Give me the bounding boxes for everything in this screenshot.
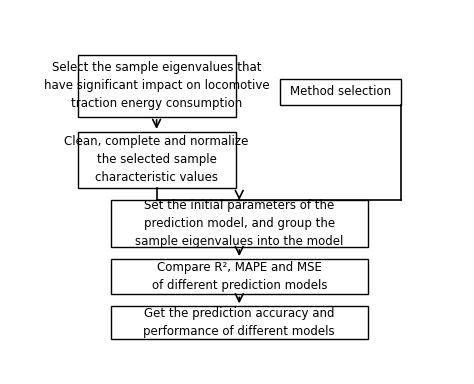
Text: Select the sample eigenvalues that
have significant impact on locomotive
tractio: Select the sample eigenvalues that have … bbox=[44, 61, 269, 111]
Text: Clean, complete and normalize
the selected sample
characteristic values: Clean, complete and normalize the select… bbox=[64, 136, 249, 184]
Bar bbox=[110, 306, 368, 339]
Text: Compare R², MAPE and MSE
of different prediction models: Compare R², MAPE and MSE of different pr… bbox=[152, 261, 327, 292]
Bar bbox=[78, 132, 236, 188]
Text: Set the initial parameters of the
prediction model, and group the
sample eigenva: Set the initial parameters of the predic… bbox=[135, 199, 344, 248]
Text: Method selection: Method selection bbox=[290, 85, 391, 98]
Bar bbox=[280, 79, 401, 105]
Bar bbox=[110, 200, 368, 247]
Bar bbox=[78, 55, 236, 117]
Bar bbox=[110, 259, 368, 295]
Text: Get the prediction accuracy and
performance of different models: Get the prediction accuracy and performa… bbox=[144, 307, 335, 338]
